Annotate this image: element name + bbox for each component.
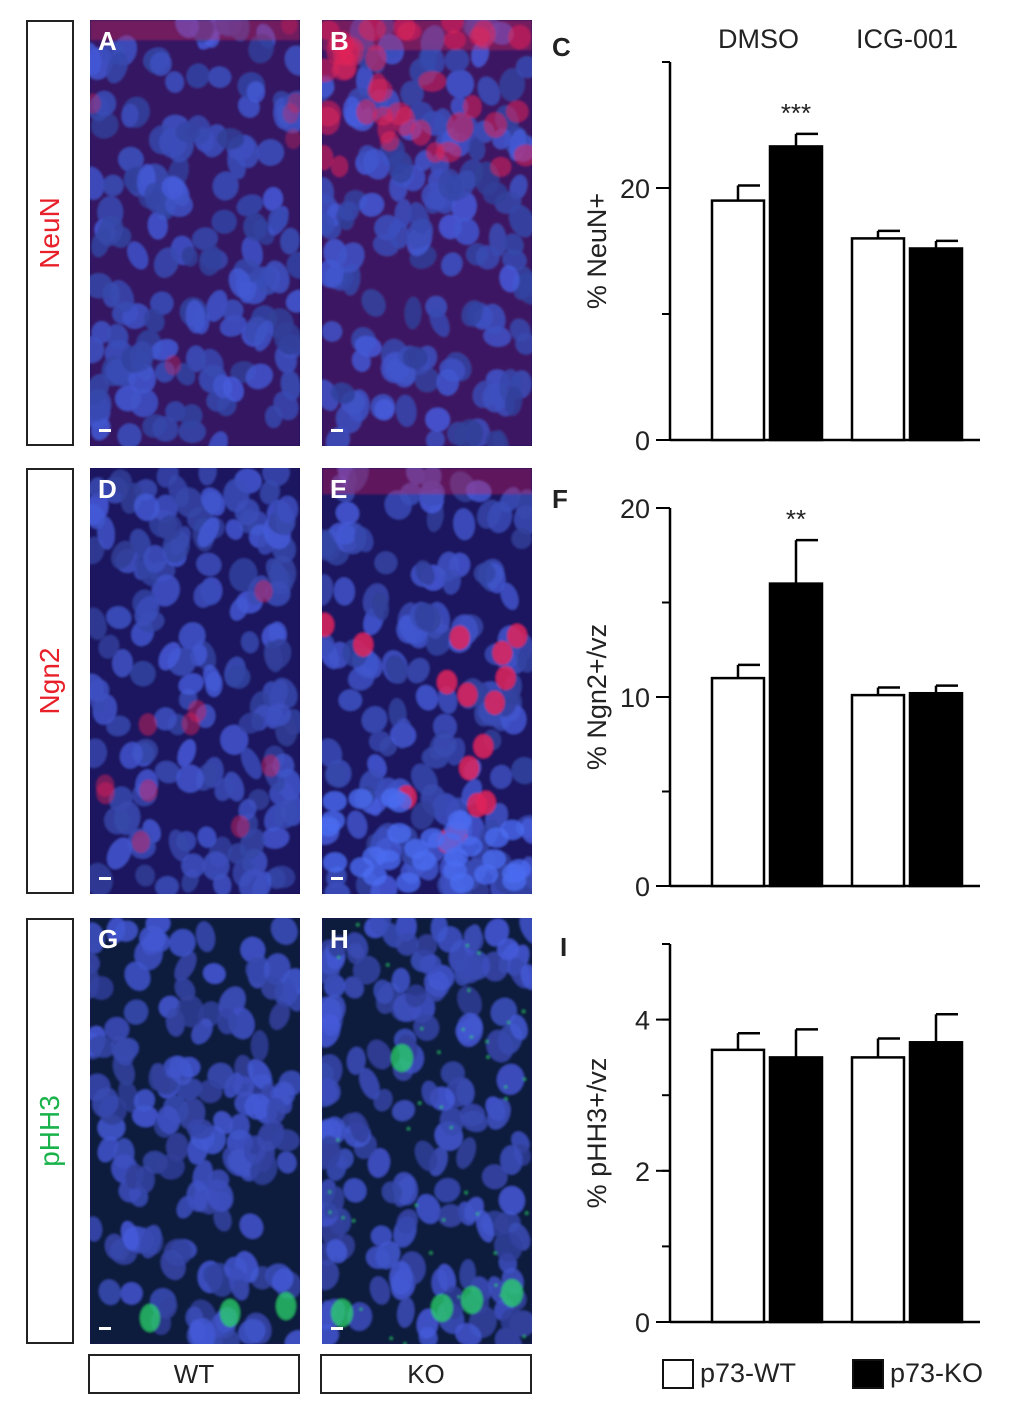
bar-p73-WT-DMSO [710,1048,766,1324]
bar-p73-KO-DMSO [768,145,824,442]
micrograph-panel-a: A [90,20,300,446]
row-label-text: Ngn2 [34,647,65,715]
legend-swatch [852,1358,884,1389]
bar-p73-WT-ICG-001 [850,693,906,888]
y-tick-label: 0 [635,872,650,902]
chart-c: C 0 20 % NeuN+ *** [540,20,1020,460]
bar-p73-KO-ICG-001 [908,247,964,442]
bar-p73-WT-DMSO [710,676,766,888]
micrograph-image [322,468,532,894]
chart-svg: 0 2 4 % pHH3+/vz [582,943,980,1338]
genotype-label-ko: KO [320,1354,532,1394]
row-label-text: pHH3 [34,1095,65,1167]
legend-item-ko: p73-KO [852,1358,983,1389]
legend-label: p73-WT [700,1358,797,1388]
significance-marker: *** [781,98,811,128]
legend-swatch [662,1358,694,1389]
micrograph-image [90,468,300,894]
y-axis-label: % NeuN+ [582,193,612,309]
micrograph-image [90,918,300,1344]
chart-f: F 0 10 20 % Ngn2+/vz ** [540,482,1020,902]
condition-label-icg001: ICG-001 [856,24,959,54]
micrograph-image [322,20,532,446]
chart-panel-label: I [560,932,568,962]
bar-p73-KO-ICG-001 [908,691,964,888]
panel-label: E [330,474,348,504]
micrograph-panel-b: B [322,20,532,446]
chart-panel-label: C [552,32,571,62]
y-tick-label: 0 [635,1308,650,1338]
panel-label: D [98,474,117,504]
y-tick-label: 4 [635,1006,650,1036]
scale-bar [331,877,343,880]
bar-p73-KO-DMSO [768,582,824,888]
legend-item-wt: p73-WT [662,1358,796,1389]
row-label-ngn2: Ngn2 [26,468,74,894]
y-axis-label: % Ngn2+/vz [582,624,612,770]
scale-bar [331,429,343,432]
bar-p73-WT-ICG-001 [850,237,906,442]
micrograph-image [90,20,300,446]
micrograph-panel-h: H [322,918,532,1344]
bar-p73-KO-ICG-001 [908,1041,964,1324]
row-label-neun: NeuN [26,20,74,446]
scale-bar [331,1327,343,1330]
chart-panel-label: F [552,484,568,514]
significance-marker: ** [786,504,806,534]
bar-p73-WT-DMSO [710,199,766,442]
y-tick-label: 20 [620,174,650,204]
bar-p73-KO-DMSO [768,1056,824,1324]
panel-label: H [330,924,349,954]
panel-label: G [98,924,119,954]
micrograph-panel-e: E [322,468,532,894]
y-axis-label: % pHH3+/vz [582,1058,612,1209]
condition-label-dmso: DMSO [718,24,799,54]
scale-bar [99,1327,111,1330]
scale-bar [99,429,111,432]
panel-label: A [98,26,117,56]
row-label-text: NeuN [34,197,65,269]
y-tick-label: 0 [635,426,650,456]
y-tick-label: 20 [620,494,650,524]
panel-label: B [330,26,349,56]
y-tick-label: 2 [635,1157,650,1187]
chart-i: I 0 2 4 % pHH3+/vz [540,930,1020,1340]
micrograph-panel-d: D [90,468,300,894]
y-tick-label: 10 [620,683,650,713]
row-label-phh3: pHH3 [26,918,74,1344]
scale-bar [99,877,111,880]
micrograph-image [322,918,532,1344]
bar-p73-WT-ICG-001 [850,1056,906,1324]
genotype-label-wt: WT [88,1354,300,1394]
chart-svg: 0 10 20 % Ngn2+/vz ** [582,494,980,902]
legend-label: p73-KO [890,1358,984,1388]
micrograph-panel-g: G [90,918,300,1344]
chart-svg: 0 20 % NeuN+ *** [582,61,980,456]
